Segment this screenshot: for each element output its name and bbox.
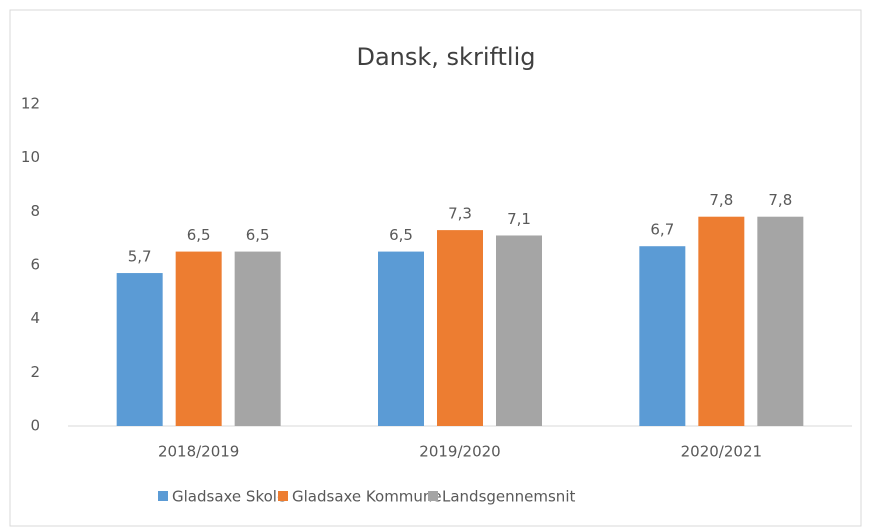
bar (378, 251, 424, 426)
x-tick-label: 2020/2021 (681, 443, 762, 461)
y-tick-label: 6 (30, 256, 40, 274)
bar (234, 251, 281, 426)
x-tick-label: 2018/2019 (158, 443, 239, 461)
y-tick-label: 4 (30, 309, 40, 327)
value-label: 6,5 (246, 226, 270, 244)
y-tick-label: 10 (21, 148, 40, 166)
legend-label: Landsgennemsnit (442, 488, 575, 506)
y-tick-label: 2 (30, 363, 40, 381)
legend-label: Gladsaxe Kommune (292, 488, 442, 506)
bar (437, 230, 483, 426)
bar (698, 216, 745, 426)
legend-swatch (158, 491, 168, 501)
value-label: 7,1 (507, 210, 531, 228)
bar (639, 246, 686, 426)
value-label: 7,8 (709, 191, 733, 209)
legend-swatch (428, 491, 438, 501)
value-label: 6,5 (187, 226, 211, 244)
chart-title: Dansk, skriftlig (356, 43, 535, 71)
bar (496, 235, 542, 426)
legend-label: Gladsaxe Skole (172, 488, 286, 506)
value-label: 7,3 (448, 205, 472, 223)
y-tick-label: 8 (30, 202, 40, 220)
value-label: 7,8 (768, 191, 792, 209)
x-tick-label: 2019/2020 (419, 443, 500, 461)
bar (175, 251, 222, 426)
value-label: 6,7 (650, 221, 674, 239)
bar (116, 273, 163, 426)
y-tick-label: 12 (21, 95, 40, 113)
y-tick-label: 0 (30, 417, 40, 435)
bar (757, 216, 804, 426)
value-label: 6,5 (389, 226, 413, 244)
value-label: 5,7 (128, 248, 152, 266)
legend-swatch (278, 491, 288, 501)
